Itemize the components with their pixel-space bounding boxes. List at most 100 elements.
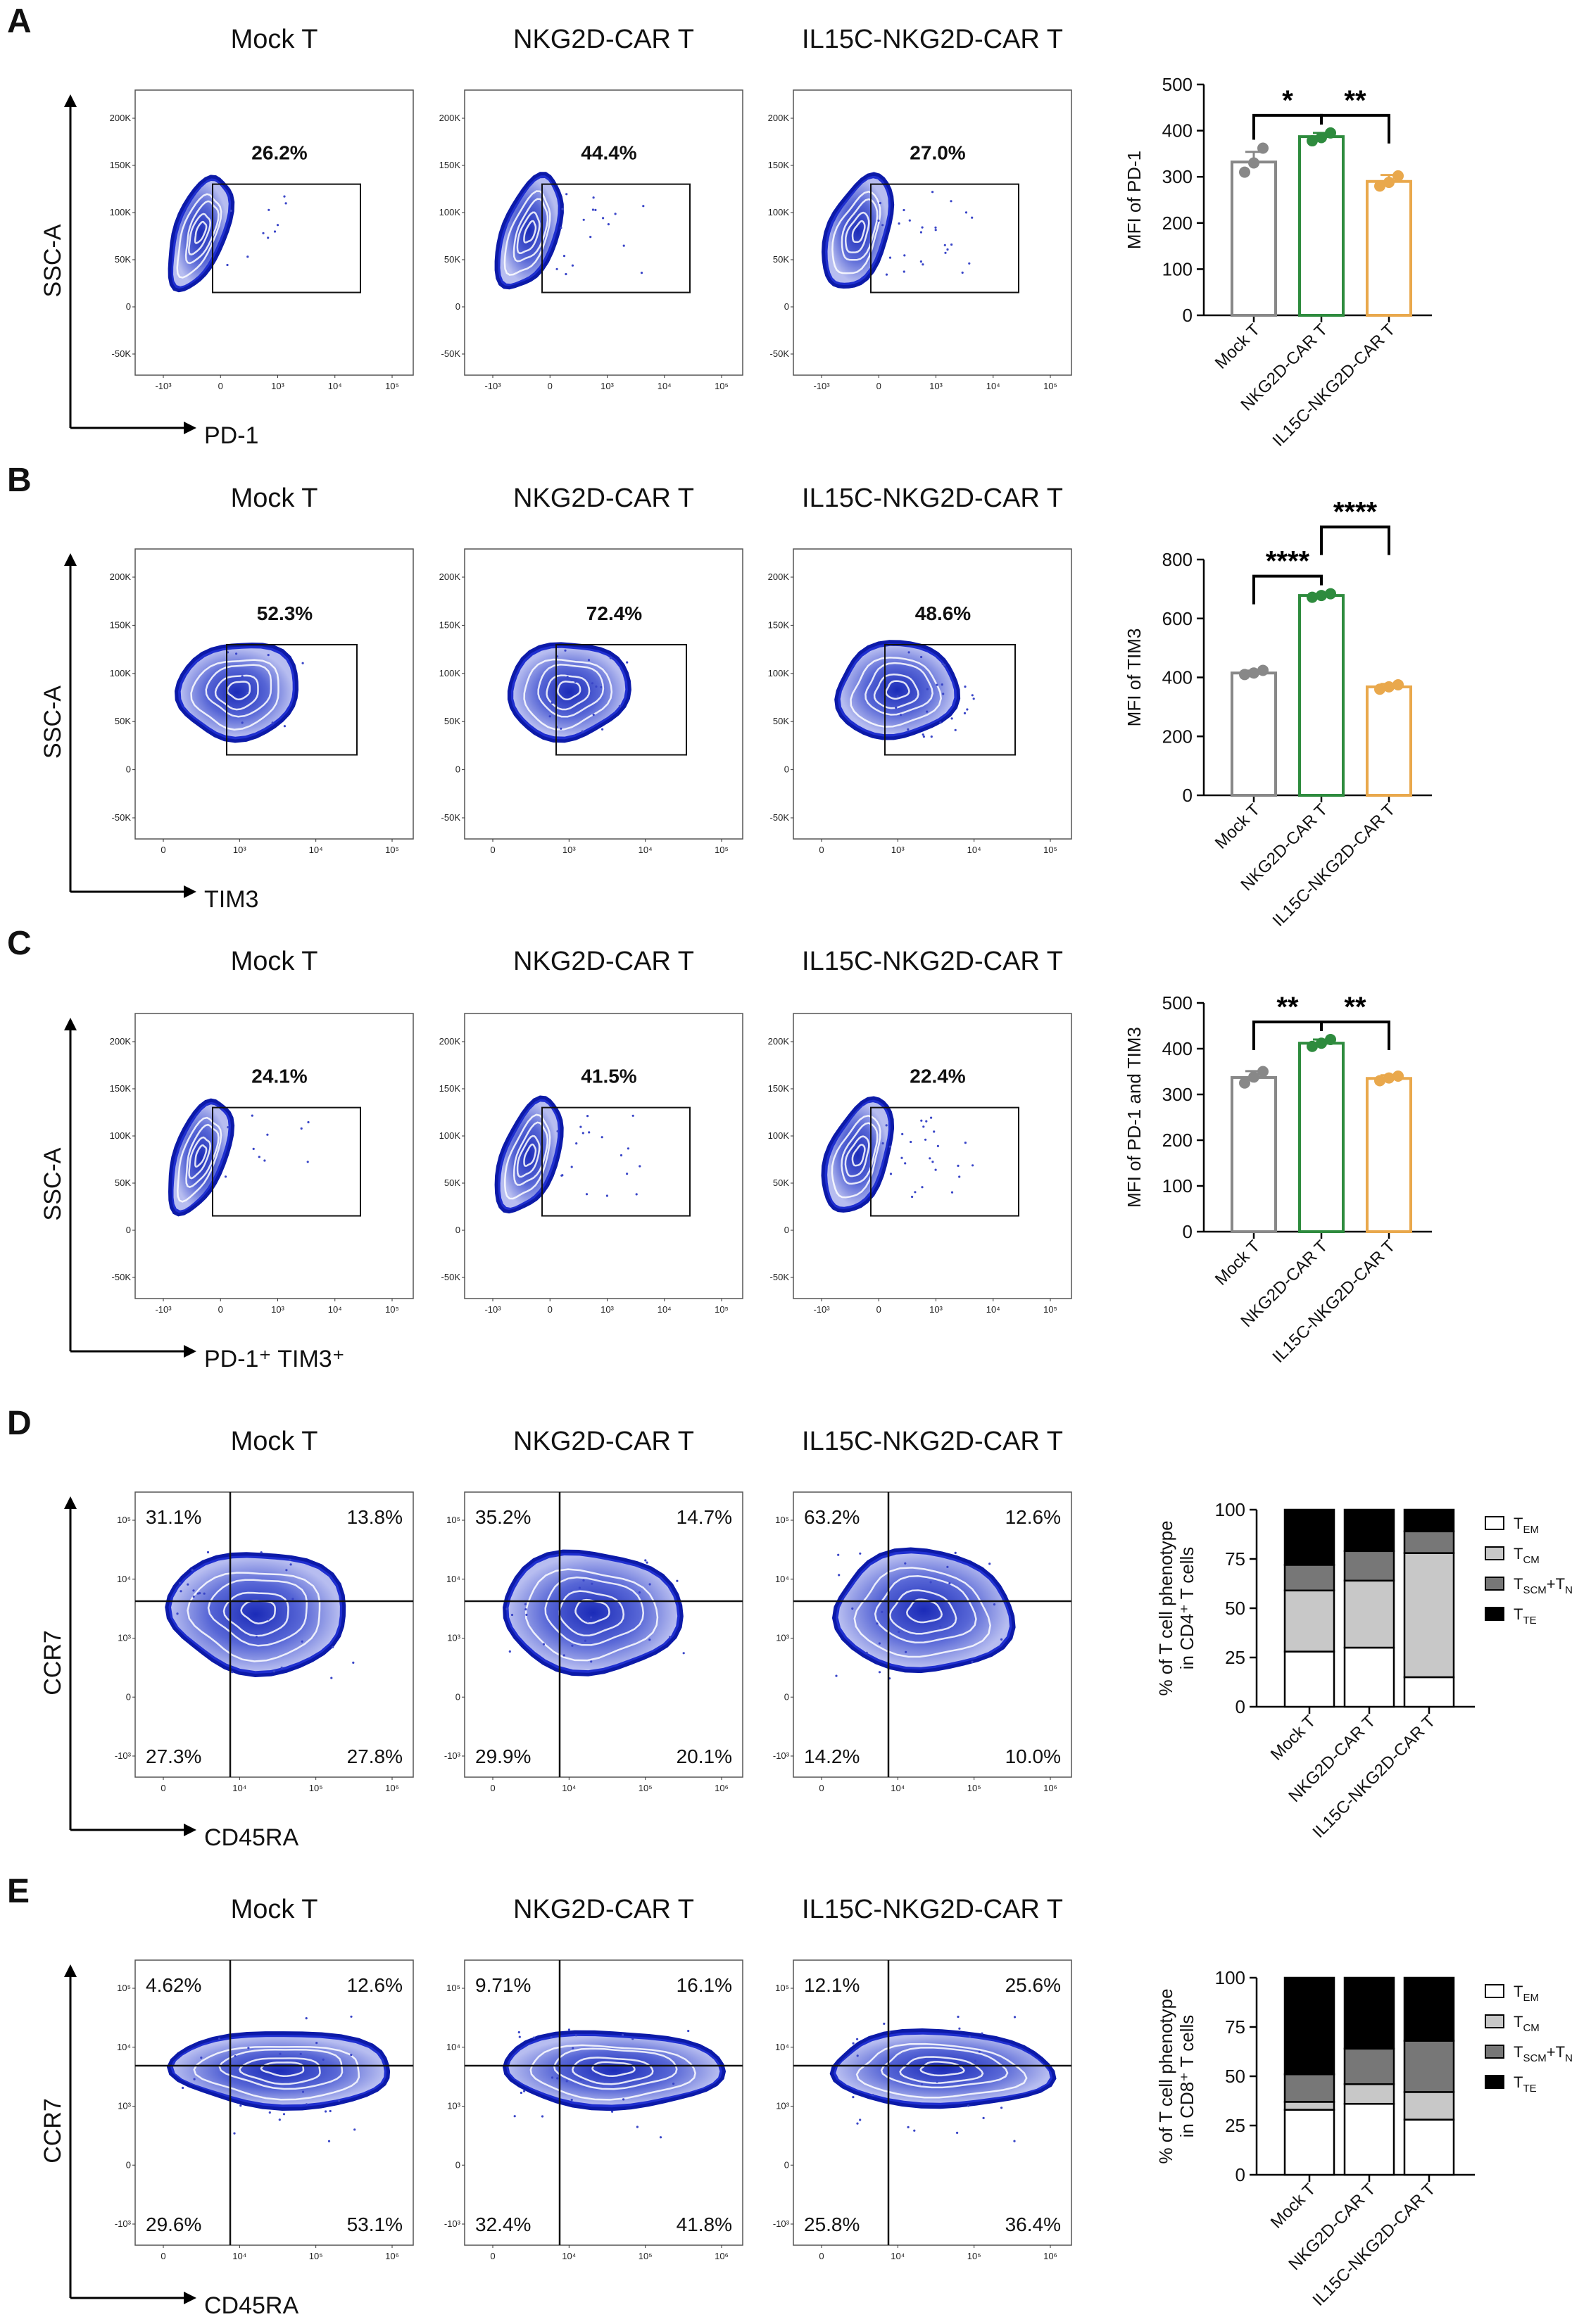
event-dot [618, 705, 622, 707]
event-dot [835, 1674, 838, 1677]
x-tick-label: 10³ [233, 845, 246, 855]
y-tick-label: 200K [439, 571, 461, 582]
event-dot [881, 1610, 883, 1613]
cell-density-contour [885, 680, 910, 700]
y-tick-label: 0 [126, 2159, 131, 2170]
y-tick-label: 10⁵ [775, 1515, 789, 1525]
x-tick-label: 10⁴ [986, 1304, 1000, 1315]
event-dot [520, 2091, 523, 2095]
event-dot [284, 202, 287, 205]
event-dot [852, 2042, 855, 2045]
cell-density-contour [574, 1598, 610, 1624]
event-dot [508, 1650, 511, 1653]
stacked-segment [1403, 1552, 1455, 1679]
y-tick-label: 150K [439, 160, 461, 170]
y-tick-label: -50K [112, 812, 132, 823]
event-dot [570, 2098, 573, 2102]
gate-box [555, 643, 687, 756]
event-dot [640, 272, 643, 274]
gate-percent: 26.2% [251, 142, 307, 164]
bar [1366, 1077, 1412, 1233]
event-dot [572, 2047, 574, 2050]
flow-plot: Mock T 200K 150K 100K 50K 0 -50K -10³ 0 10³ 10⁴ 10⁵… [110, 25, 414, 391]
legend-swatch [1485, 1546, 1504, 1560]
x-tick-label: 10⁴ [232, 2251, 246, 2261]
x-tick-label: 10⁵ [715, 381, 729, 391]
x-tick-label: 10⁴ [562, 1783, 576, 1793]
panel-C: C PD-1⁺ TIM3⁺ SSC-A Mock T 200K 150K 100K 50K 0 -… [7, 925, 1072, 1372]
cell-density-contour [503, 190, 551, 276]
event-dot [611, 2110, 614, 2113]
x-tick-label: 0 [876, 1304, 881, 1315]
event-dot [605, 1194, 609, 1197]
panel-E: E CD45RA CCR7 Mock T 10⁵ 10⁴ 10³ 0 -10³ 0 10⁴ 10⁵ 10… [7, 1873, 1072, 2319]
event-dot [273, 230, 277, 233]
x-axis-label: PD-1 [204, 422, 258, 449]
panel-B: B TIM3 SSC-A Mock T 200K 150K 100K 50K 0 -50K 0 10³… [7, 462, 1072, 913]
bar [1366, 179, 1412, 317]
plot-title: IL15C-NKG2D-CAR T [802, 947, 1063, 976]
y-tick-label: 10³ [776, 1633, 789, 1643]
event-dot [590, 1616, 593, 1619]
flow-plot: NKG2D-CAR T 10⁵ 10⁴ 10³ 0 -10³ 0 10⁴ 10⁵ 10⁶ 35.2%… [444, 1427, 743, 1793]
event-dot [571, 264, 574, 267]
x-tick-label: 10⁴ [328, 381, 342, 391]
cell-density-contour [214, 674, 259, 711]
event-dot [268, 208, 270, 211]
plot-frame [793, 1959, 1072, 2246]
legend-label: TTE [1514, 1605, 1537, 1627]
event-dot [639, 1165, 641, 1168]
event-dot [941, 683, 943, 686]
y-tick-label: 10⁵ [117, 1983, 131, 1993]
event-dot [541, 2115, 544, 2118]
plot-frame [793, 1013, 1072, 1299]
bar [1231, 160, 1277, 317]
event-dot [306, 1161, 309, 1163]
cell-density-contour [205, 664, 272, 718]
cell-density-contour [207, 1579, 308, 1647]
cell-density-contour [239, 2057, 321, 2085]
event-dot [878, 1671, 881, 1674]
y-axis-label: SSC-A [39, 1147, 66, 1220]
y-tick-label: 100 [1215, 1499, 1245, 1520]
event-dot [964, 686, 967, 688]
y-tick-label: 0 [126, 764, 131, 775]
y-tick-label: 10³ [447, 1633, 460, 1643]
bar-chart-C: 0 100 200 300 400 500 MFI of PD-1 and TIM3 Mock… [1124, 992, 1432, 1367]
y-tick-label: 100 [1215, 1967, 1245, 1988]
x-tick-label: 0 [548, 1304, 553, 1315]
y-tick-label: -50K [112, 1272, 132, 1282]
x-tick-label: 10⁴ [967, 845, 981, 855]
event-dot [896, 695, 899, 698]
gate-percent: 52.3% [257, 602, 313, 624]
bar [1298, 1042, 1345, 1233]
event-dot [672, 2083, 675, 2085]
cell-density-contour [853, 1567, 991, 1658]
quadrant-lower-right: 10.0% [1005, 1745, 1061, 1767]
x-tick-label: 10⁵ [1043, 845, 1057, 855]
y-tick-label: -50K [441, 1272, 461, 1282]
y-tick-label: 25 [1225, 1647, 1245, 1668]
event-dot [926, 710, 929, 713]
stacked-segment [1403, 2118, 1455, 2176]
y-tick-label: 50K [773, 716, 789, 726]
x-tick-label: 0 [819, 2251, 824, 2261]
category-label: Mock T [1267, 1712, 1320, 1764]
event-dot [880, 683, 883, 686]
event-dot [859, 1552, 862, 1555]
cell-density-contour [184, 200, 220, 265]
y-tick-label: 10⁵ [117, 1515, 131, 1525]
event-dot [579, 1125, 582, 1128]
event-dot [648, 1638, 651, 1641]
event-dot [578, 1586, 581, 1589]
stacked-segment [1283, 1976, 1335, 2076]
event-dot [929, 1581, 932, 1584]
x-tick-label: 10³ [600, 1304, 614, 1315]
event-dot [565, 193, 568, 196]
gate-percent: 27.0% [910, 142, 965, 164]
panel-D: D CD45RA CCR7 Mock T 10⁵ 10⁴ 10³ 0 -10³ 0 10⁴ 10⁵ 10… [7, 1405, 1072, 1851]
cell-density-contour [524, 1568, 659, 1662]
event-dot [903, 254, 906, 257]
